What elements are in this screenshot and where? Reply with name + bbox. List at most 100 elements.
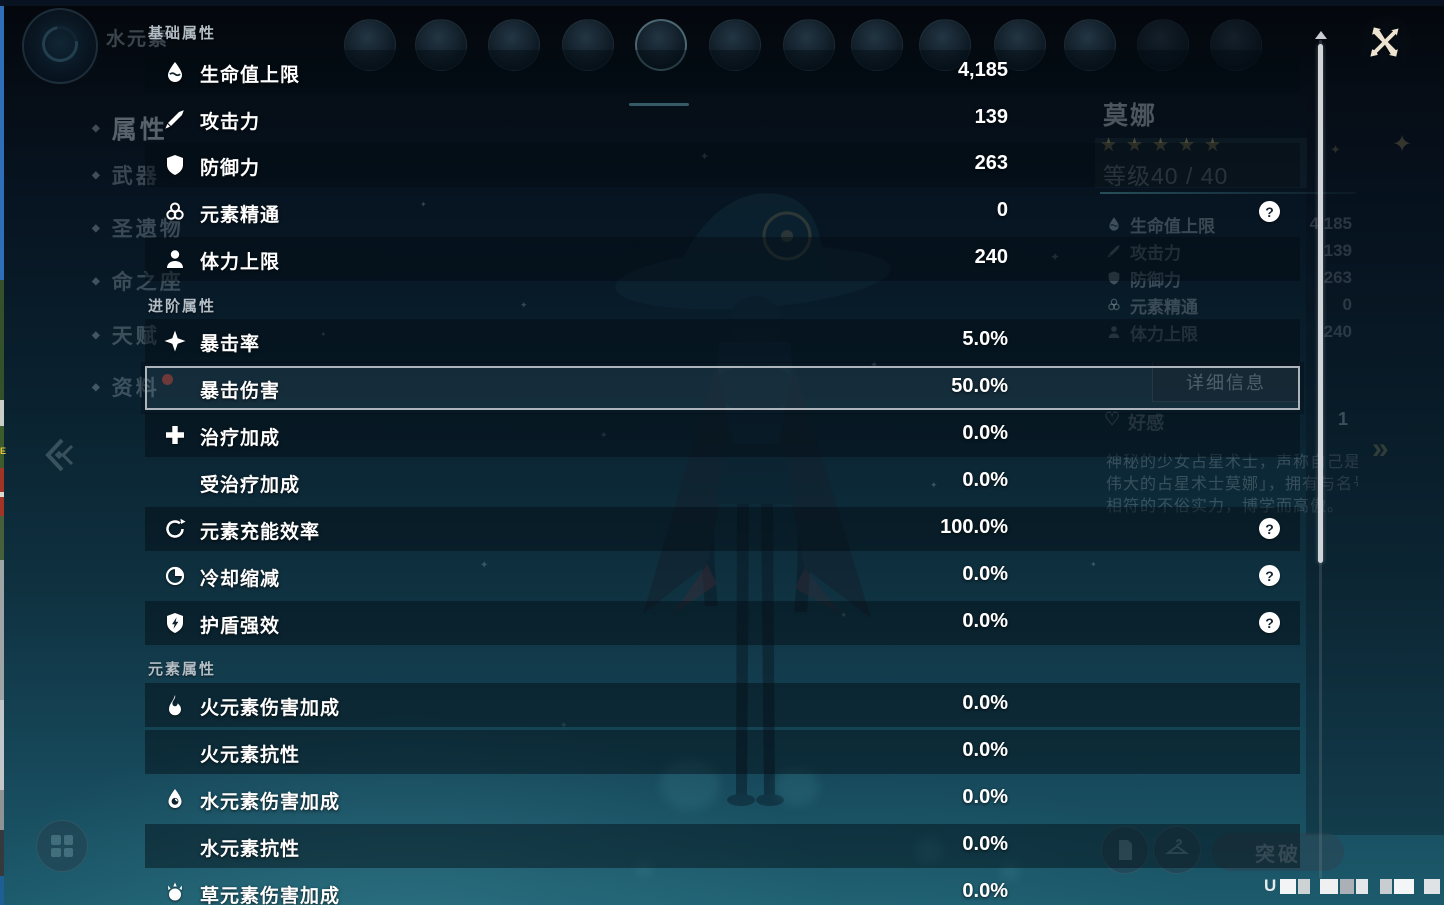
character-avatar[interactable] [783,19,835,71]
stat-label: 体力上限 [200,252,281,273]
character-avatar[interactable] [919,19,971,71]
help-icon[interactable]: ? [1259,518,1280,539]
stat-label: 治疗加成 [200,428,281,449]
stat-row[interactable]: 受治疗加成 0.0% [145,460,1300,504]
stat-value: 5.0% [962,328,1008,350]
stat-row[interactable]: 攻击力 139 [145,97,1300,141]
character-avatar[interactable] [1210,19,1262,71]
stat-value: 139 [974,106,1008,128]
desktop-color-segment [0,468,4,492]
stat-value: 263 [974,152,1008,174]
character-avatar[interactable] [344,19,396,71]
stat-row[interactable]: 火元素伤害加成 0.0% [145,683,1300,727]
sidebar-item-1[interactable]: ◆ 武器 [92,160,160,190]
star-particle: ✦ [840,610,848,620]
stat-row-selected[interactable]: 暴击伤害 50.0% [145,366,1300,410]
details-info-button[interactable]: 详细信息 [1152,362,1300,402]
close-icon [1370,27,1399,57]
stat-row[interactable]: 防御力 263 [145,143,1300,187]
sidebar-item-3[interactable]: ◆ 命之座 [92,266,184,296]
character-avatar[interactable] [1064,19,1116,71]
stat-row[interactable]: 火元素抗性 0.0% [145,730,1300,774]
help-icon[interactable]: ? [1259,201,1280,222]
panel-divider [1100,192,1356,194]
desktop-color-segment [0,280,4,400]
stat-label: 火元素伤害加成 [200,698,341,719]
atk-icon [163,107,187,131]
stat-value: 0.0% [962,692,1008,714]
stat-row[interactable]: 冷却缩减 0.0%? [145,554,1300,598]
stat-label: 冷却缩减 [200,569,281,590]
character-avatar[interactable] [1137,19,1189,71]
outfit-button[interactable] [1153,826,1201,874]
hp-icon [1106,216,1122,232]
info-card-button[interactable] [1101,826,1149,874]
scrollbar-up-arrow[interactable] [1315,31,1327,39]
star-icon: ★ [1178,135,1196,156]
star-particle: ✦ [870,360,879,371]
stat-row[interactable]: 元素充能效率 100.0%? [145,507,1300,551]
ascend-button[interactable]: 突破 [1212,833,1344,871]
stat-value: 240 [974,246,1008,268]
stat-row[interactable]: 护盾强效 0.0%? [145,601,1300,645]
stat-row[interactable]: 水元素抗性 0.0% [145,824,1300,868]
back-chevron-button[interactable] [40,436,80,474]
censor-block [1380,878,1393,894]
desktop-color-segment [0,830,4,876]
stat-label: 水元素抗性 [200,839,301,860]
star-particle: ✦ [600,430,608,440]
bg-stat-label: 元素精通 [1130,297,1198,317]
section-title: 元素属性 [148,661,217,678]
atk-icon [1106,243,1122,259]
censor-block [1416,879,1422,894]
character-name: 莫娜 [1103,102,1158,130]
selected-avatar-underline [629,103,689,106]
description-line: 神秘的少女占星术士，声称自己是「 [1106,454,1358,471]
stat-value: 0.0% [962,833,1008,855]
stat-value: 50.0% [951,375,1008,397]
stat-row[interactable]: 生命值上限 4,185 [145,50,1300,94]
desktop-color-segment [0,6,4,280]
bg-stat-value: 240 [1323,322,1352,341]
crit-icon [163,329,187,353]
censor-block [1340,878,1355,894]
desktop-background-sliver [0,0,4,905]
sidebar-item-4[interactable]: ◆ 天赋 [92,320,160,350]
uid-prefix: U [1264,876,1277,895]
grid-icon [51,835,73,857]
stat-label: 防御力 [200,158,261,179]
sidebar-item-2[interactable]: ◆ 圣遗物 [92,213,184,243]
party-setup-button[interactable] [36,820,88,872]
stat-value: 0.0% [962,880,1008,902]
stat-row[interactable]: 治疗加成 0.0% [145,413,1300,457]
character-avatar[interactable] [562,19,614,71]
character-mona-silhouette [615,193,891,806]
stat-row[interactable]: 草元素伤害加成 0.0% [145,871,1300,905]
glow-orb [915,838,943,864]
desktop-text-fragment: E [0,446,7,456]
censor-block [1370,879,1378,894]
stat-row[interactable]: 元素精通 0? [145,190,1300,234]
stat-row[interactable]: 暴击率 5.0% [145,319,1300,363]
censor-block [1356,878,1369,894]
character-avatar[interactable] [994,19,1046,71]
character-avatar[interactable] [488,19,540,71]
stat-row[interactable]: 体力上限 240 [145,237,1300,281]
stat-row[interactable]: 水元素伤害加成 0.0% [145,777,1300,821]
character-avatar[interactable] [415,19,467,71]
star-particle: ✦ [980,700,989,711]
sidebar-item-5[interactable]: ◆ 资料 [92,372,160,402]
scrollbar-thumb[interactable] [1318,44,1323,563]
avatar-selected-mona[interactable] [635,19,687,71]
cd-icon [163,564,187,588]
help-icon[interactable]: ? [1259,565,1280,586]
notification-badge [162,374,173,385]
star-particle: ✦ [260,520,268,530]
character-avatar[interactable] [851,19,903,71]
sidebar-item-0[interactable]: ◆ 属性 [92,110,168,146]
help-icon[interactable]: ? [1259,612,1280,633]
close-button[interactable] [1358,15,1412,69]
character-avatar[interactable] [709,19,761,71]
bg-stat-value: 0 [1342,295,1352,314]
censor-block [1320,878,1339,894]
